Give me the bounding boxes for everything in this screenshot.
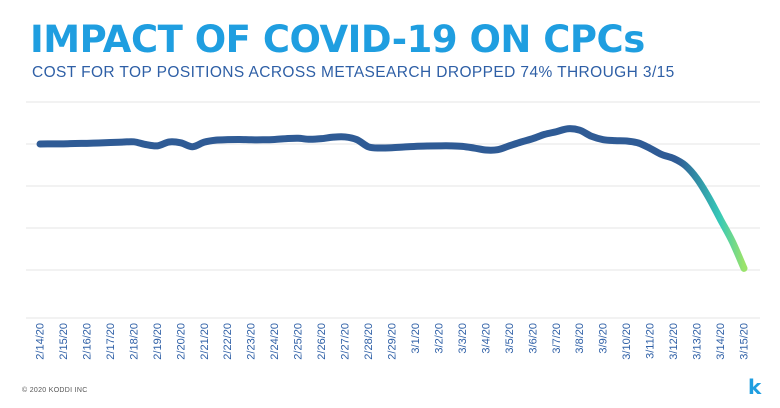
series-layer [36, 125, 748, 272]
x-tick-label: 3/5/20 [504, 323, 516, 354]
x-tick-label: 3/8/20 [574, 323, 586, 354]
x-tick-label: 2/14/20 [35, 323, 47, 360]
x-tick-label: 3/15/20 [739, 323, 751, 360]
x-tick-label: 3/14/20 [715, 323, 727, 360]
gridlines [26, 101, 760, 319]
x-tick-label: 2/16/20 [81, 323, 93, 360]
x-axis-tick-labels: 2/14/20 2/15/20 2/16/20 2/17/20 2/18/20 2/19/… [35, 323, 751, 360]
x-tick-label: 3/13/20 [692, 323, 704, 360]
series-line-cpc [36, 125, 748, 272]
x-tick-label: 3/6/20 [527, 323, 539, 354]
x-tick-label: 2/24/20 [269, 323, 281, 360]
x-tick-label: 3/1/20 [410, 323, 422, 354]
x-tick-label: 2/19/20 [152, 323, 164, 360]
x-tick-label: 2/18/20 [128, 323, 140, 360]
x-tick-label: 3/3/20 [457, 323, 469, 354]
x-tick-label: 2/29/20 [387, 323, 399, 360]
x-tick-label: 2/17/20 [105, 323, 117, 360]
x-tick-label: 2/23/20 [246, 323, 258, 360]
x-tick-label: 2/27/20 [340, 323, 352, 360]
x-tick-label: 2/22/20 [222, 323, 234, 360]
x-tick-label: 2/15/20 [58, 323, 70, 360]
x-tick-label: 3/4/20 [480, 323, 492, 354]
x-tick-label: 3/2/20 [433, 323, 445, 354]
x-tick-label: 2/26/20 [316, 323, 328, 360]
x-tick-label: 3/7/20 [551, 323, 563, 354]
x-tick-label: 2/25/20 [293, 323, 305, 360]
koddi-logo: k [748, 375, 762, 399]
x-tick-label: 2/28/20 [363, 323, 375, 360]
x-tick-label: 3/11/20 [645, 323, 657, 359]
chart-title: IMPACT OF COVID-19 ON CPCs [30, 18, 645, 61]
x-tick-label: 3/10/20 [621, 323, 633, 360]
x-tick-label: 2/20/20 [175, 323, 187, 360]
copyright-text: © 2020 KODDI INC [22, 387, 88, 394]
x-tick-label: 3/9/20 [598, 323, 610, 354]
x-tick-label: 3/12/20 [668, 323, 680, 360]
x-tick-label: 2/21/20 [199, 323, 211, 360]
chart-subtitle: COST FOR TOP POSITIONS ACROSS METASEARCH… [32, 64, 675, 81]
